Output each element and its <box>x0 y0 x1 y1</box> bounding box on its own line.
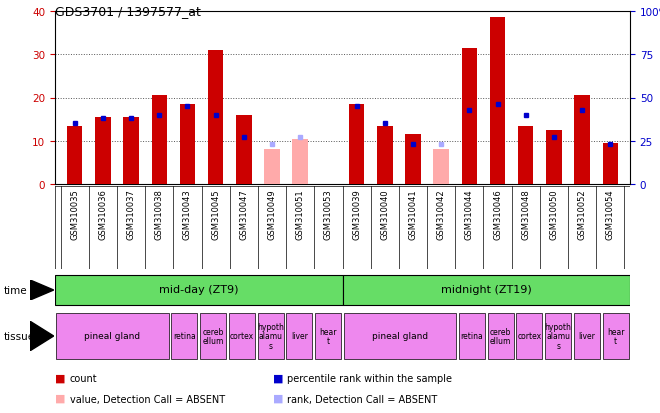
Bar <box>574 96 590 185</box>
Text: GSM310044: GSM310044 <box>465 189 474 240</box>
Bar <box>343 275 630 306</box>
Bar <box>459 313 485 359</box>
Text: GSM310051: GSM310051 <box>296 189 305 240</box>
Bar <box>180 105 195 185</box>
Bar <box>315 313 341 359</box>
Bar <box>200 313 226 359</box>
Text: GSM310038: GSM310038 <box>155 189 164 240</box>
Text: tissue: tissue <box>3 331 34 341</box>
Text: GSM310050: GSM310050 <box>549 189 558 240</box>
Bar <box>546 131 562 185</box>
Text: GSM310037: GSM310037 <box>127 189 135 240</box>
Text: GSM310048: GSM310048 <box>521 189 530 240</box>
Bar <box>603 144 618 185</box>
Text: hear
t: hear t <box>607 327 624 346</box>
Text: pineal gland: pineal gland <box>84 332 141 341</box>
Text: cereb
ellum: cereb ellum <box>490 327 512 346</box>
Text: GSM310040: GSM310040 <box>380 189 389 240</box>
Text: mid-day (ZT9): mid-day (ZT9) <box>159 285 238 294</box>
Text: hypoth
alamu
s: hypoth alamu s <box>544 322 572 350</box>
Text: midnight (ZT19): midnight (ZT19) <box>441 285 531 294</box>
Text: GSM310041: GSM310041 <box>409 189 418 240</box>
Text: time: time <box>3 285 27 295</box>
Text: liver: liver <box>291 332 308 341</box>
Text: GDS3701 / 1397577_at: GDS3701 / 1397577_at <box>55 5 201 18</box>
Bar <box>344 313 456 359</box>
Bar <box>461 49 477 185</box>
Bar <box>405 135 420 185</box>
Bar <box>229 313 255 359</box>
Bar <box>67 126 82 185</box>
Text: retina: retina <box>461 332 483 341</box>
Text: GSM310035: GSM310035 <box>70 189 79 240</box>
Text: percentile rank within the sample: percentile rank within the sample <box>287 373 452 384</box>
Text: GSM310053: GSM310053 <box>324 189 333 240</box>
Bar <box>488 313 513 359</box>
Text: GSM310043: GSM310043 <box>183 189 192 240</box>
Text: ■: ■ <box>273 392 283 402</box>
Text: hear
t: hear t <box>319 327 337 346</box>
Bar <box>545 313 571 359</box>
Bar <box>490 19 506 185</box>
Bar <box>377 126 393 185</box>
Bar <box>292 139 308 185</box>
Text: ■: ■ <box>273 372 283 382</box>
Text: cortex: cortex <box>230 332 254 341</box>
Text: hypoth
alamu
s: hypoth alamu s <box>257 322 284 350</box>
Text: GSM310046: GSM310046 <box>493 189 502 240</box>
Bar <box>434 150 449 185</box>
Bar <box>172 313 197 359</box>
Bar <box>208 51 224 185</box>
Bar <box>603 313 628 359</box>
Bar <box>518 126 533 185</box>
Bar <box>236 116 251 185</box>
Bar <box>152 96 167 185</box>
Bar <box>57 313 168 359</box>
Bar <box>55 275 343 306</box>
Text: pineal gland: pineal gland <box>372 332 428 341</box>
Text: GSM310054: GSM310054 <box>606 189 614 240</box>
Text: GSM310052: GSM310052 <box>578 189 587 240</box>
Text: liver: liver <box>578 332 595 341</box>
Text: GSM310039: GSM310039 <box>352 189 361 240</box>
Text: cortex: cortex <box>517 332 541 341</box>
Polygon shape <box>30 280 53 301</box>
Bar <box>286 313 312 359</box>
Text: GSM310049: GSM310049 <box>267 189 277 240</box>
Bar <box>516 313 543 359</box>
Bar <box>95 118 111 185</box>
Text: retina: retina <box>173 332 196 341</box>
Bar <box>257 313 284 359</box>
Bar <box>574 313 600 359</box>
Text: GSM310042: GSM310042 <box>437 189 446 240</box>
Text: GSM310047: GSM310047 <box>240 189 248 240</box>
Bar <box>123 118 139 185</box>
Text: ■: ■ <box>55 372 65 382</box>
Polygon shape <box>30 321 53 351</box>
Text: GSM310036: GSM310036 <box>98 189 108 240</box>
Text: value, Detection Call = ABSENT: value, Detection Call = ABSENT <box>69 394 224 404</box>
Text: count: count <box>69 373 97 384</box>
Bar <box>264 150 280 185</box>
Text: rank, Detection Call = ABSENT: rank, Detection Call = ABSENT <box>287 394 438 404</box>
Bar <box>349 105 364 185</box>
Text: GSM310045: GSM310045 <box>211 189 220 240</box>
Text: ■: ■ <box>55 392 65 402</box>
Text: cereb
ellum: cereb ellum <box>203 327 224 346</box>
